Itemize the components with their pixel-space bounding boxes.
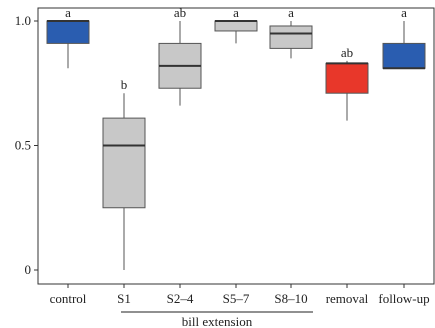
box-S8–10 xyxy=(269,21,313,59)
y-tick-label: 0 xyxy=(25,262,32,277)
box-body xyxy=(325,62,369,94)
box-control xyxy=(46,20,90,69)
box-body xyxy=(46,20,90,44)
significance-label: ab xyxy=(174,5,186,20)
boxes xyxy=(46,20,426,270)
box-body xyxy=(382,42,426,69)
box-removal xyxy=(325,60,369,121)
category-label: control xyxy=(50,291,87,306)
box-body xyxy=(214,20,258,32)
box-S5–7 xyxy=(214,20,258,44)
significance-label: a xyxy=(233,5,239,20)
category-label: S5–7 xyxy=(223,291,250,306)
plot-frame xyxy=(37,7,435,285)
labels: 0 0.5 1.0 a control b S1 ab S2–4 a S5–7 a S8–10 ab rem… xyxy=(15,5,430,328)
significance-label: a xyxy=(65,5,71,20)
category-label: S2–4 xyxy=(167,291,194,306)
significance-label: ab xyxy=(341,45,353,60)
significance-label: a xyxy=(401,5,407,20)
box-body xyxy=(102,117,146,209)
box-S2–4 xyxy=(158,21,202,106)
category-label: follow-up xyxy=(378,291,429,306)
group-label: bill extension xyxy=(182,314,253,328)
box-follow-up xyxy=(382,21,426,70)
category-label: S1 xyxy=(117,291,131,306)
category-label: S8–10 xyxy=(274,291,307,306)
significance-label: a xyxy=(288,5,294,20)
axes xyxy=(34,7,435,313)
box-S1 xyxy=(102,93,146,270)
y-tick-label: 0.5 xyxy=(15,138,31,153)
category-label: removal xyxy=(326,291,369,306)
box-body xyxy=(269,25,313,49)
significance-label: b xyxy=(121,77,128,92)
y-tick-label: 1.0 xyxy=(15,13,31,28)
